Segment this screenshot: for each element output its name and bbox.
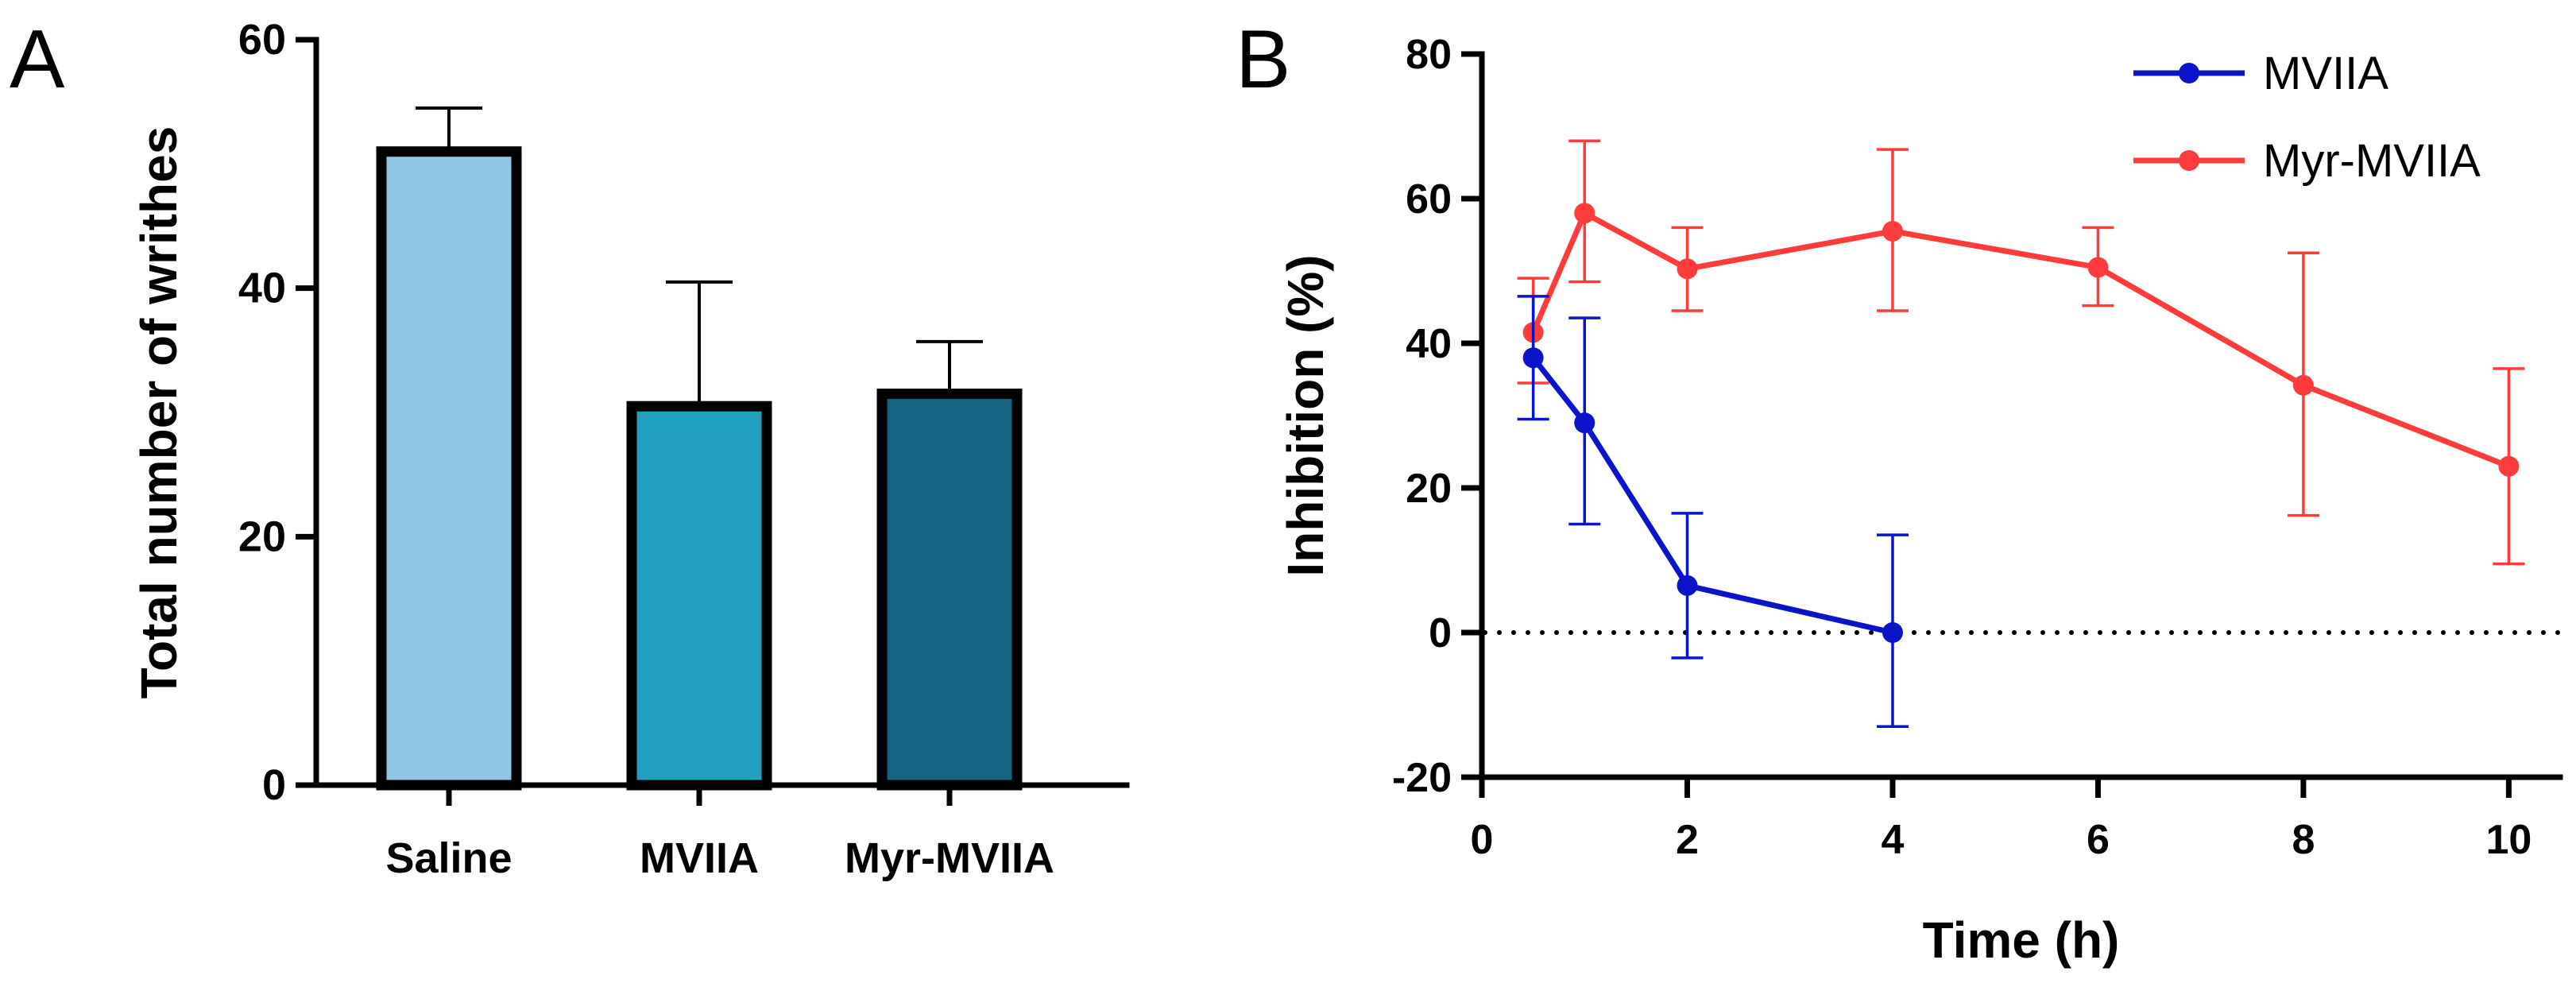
x-tick-label: 0: [1471, 817, 1494, 863]
y-tick-label: 0: [1429, 610, 1452, 656]
bar-myr-mviia: [876, 389, 1023, 791]
y-tick-label: -20: [1392, 755, 1452, 801]
legend-marker-myr-mviia: [2179, 150, 2199, 171]
data-point-mviia: [1882, 622, 1903, 643]
y-tick-label: 40: [1406, 321, 1452, 367]
legend: MVIIA Myr-MVIIA: [2133, 48, 2481, 187]
bar-saline: [376, 146, 522, 791]
x-tick-label: 2: [1676, 817, 1699, 863]
data-point-mviia: [1522, 347, 1544, 369]
panel-b-letter: B: [1236, 14, 1290, 106]
y-tick-label: 20: [238, 513, 286, 560]
bar-mviia: [626, 401, 772, 791]
legend-label-mviia: MVIIA: [2263, 48, 2388, 99]
data-point-myr-mviia: [2498, 455, 2520, 477]
data-point-myr-mviia: [2087, 257, 2109, 278]
x-tick-label: 8: [2292, 817, 2315, 863]
x-tick-label: Saline: [385, 834, 512, 882]
data-point-myr-mviia: [1677, 258, 1698, 280]
series-myr-mviia: [1517, 139, 2525, 566]
data-point-mviia: [1574, 412, 1595, 434]
x-tick-label: 4: [1881, 817, 1904, 863]
y-tick-label: 60: [238, 16, 286, 64]
data-point-mviia: [1677, 575, 1698, 596]
series-line-myr-mviia: [1530, 210, 2510, 469]
panel-a-letter: A: [10, 14, 65, 106]
y-tick-label: 0: [262, 761, 286, 809]
series-line-mviia: [1530, 356, 1893, 636]
series-mviia: [1517, 295, 1909, 729]
panel-a-bar-chart: A 0 20 40 60 Saline MVIIA Myr-MVIIA Total number…: [10, 14, 1130, 882]
legend-label-myr-mviia: Myr-MVIIA: [2263, 135, 2481, 187]
y-tick-label: 20: [1406, 466, 1452, 512]
x-tick-label: 6: [2087, 817, 2110, 863]
x-tick-label: MVIIA: [640, 834, 759, 882]
legend-marker-mviia: [2179, 63, 2199, 83]
y-axis-title: Inhibition (%): [1277, 254, 1334, 576]
x-tick-label: 10: [2485, 817, 2532, 863]
x-tick-label: Myr-MVIIA: [845, 834, 1054, 882]
x-axis-title: Time (h): [1923, 911, 2120, 969]
data-point-myr-mviia: [1882, 220, 1903, 242]
y-tick-label: 40: [238, 265, 286, 312]
data-point-myr-mviia: [1574, 203, 1595, 224]
y-tick-label: 80: [1406, 32, 1452, 78]
data-point-myr-mviia: [2292, 374, 2314, 396]
y-axis-title: Total number of writhes: [130, 126, 188, 699]
y-tick-label: 60: [1406, 176, 1452, 223]
panel-b-line-chart: B -20 0 20 40 60 80 0 2 4 6 8 10 MVIIA Myr-MVIIA Inhibi…: [1236, 14, 2563, 969]
